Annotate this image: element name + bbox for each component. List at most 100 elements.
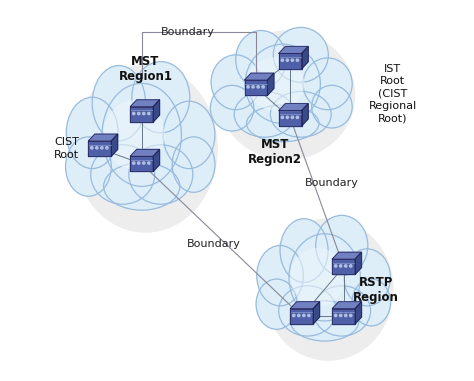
Circle shape [350, 314, 352, 317]
Ellipse shape [313, 286, 371, 336]
Circle shape [143, 162, 145, 164]
Polygon shape [291, 309, 313, 324]
Circle shape [133, 162, 135, 164]
Ellipse shape [291, 248, 345, 307]
Polygon shape [111, 134, 118, 156]
Polygon shape [130, 100, 160, 107]
Ellipse shape [129, 145, 193, 204]
Circle shape [286, 59, 289, 61]
Ellipse shape [257, 245, 303, 306]
Polygon shape [130, 107, 153, 122]
Polygon shape [279, 104, 308, 110]
Ellipse shape [218, 30, 356, 160]
Ellipse shape [344, 249, 391, 306]
Polygon shape [302, 46, 308, 69]
Ellipse shape [104, 100, 164, 170]
Ellipse shape [102, 83, 182, 186]
Ellipse shape [132, 62, 190, 133]
Circle shape [281, 116, 283, 118]
Ellipse shape [279, 286, 336, 336]
Circle shape [148, 162, 150, 164]
Circle shape [286, 116, 289, 118]
Ellipse shape [312, 85, 352, 128]
Text: IST
Root
(CIST
Regional
Root): IST Root (CIST Regional Root) [368, 64, 417, 123]
Circle shape [292, 314, 295, 317]
Ellipse shape [289, 234, 360, 321]
Ellipse shape [236, 30, 286, 88]
Circle shape [296, 116, 299, 118]
Circle shape [106, 147, 108, 149]
Polygon shape [355, 302, 362, 324]
Circle shape [335, 314, 337, 317]
Ellipse shape [263, 218, 393, 361]
Ellipse shape [91, 145, 155, 204]
Ellipse shape [352, 279, 391, 326]
Polygon shape [89, 141, 111, 156]
Circle shape [148, 112, 150, 115]
Circle shape [303, 314, 305, 317]
Polygon shape [153, 149, 160, 171]
Circle shape [296, 59, 299, 61]
Text: Boundary: Boundary [305, 178, 359, 188]
Ellipse shape [316, 215, 368, 276]
Circle shape [298, 314, 300, 317]
Ellipse shape [211, 55, 260, 110]
Polygon shape [245, 80, 267, 95]
Polygon shape [130, 156, 153, 171]
Text: Boundary: Boundary [187, 239, 241, 249]
Circle shape [339, 265, 342, 267]
Circle shape [252, 86, 254, 88]
Circle shape [101, 147, 103, 149]
Circle shape [281, 59, 283, 61]
Ellipse shape [246, 105, 319, 142]
Circle shape [91, 147, 93, 149]
Circle shape [137, 112, 140, 115]
Text: CIST
Root: CIST Root [54, 138, 79, 160]
Circle shape [262, 86, 264, 88]
Polygon shape [130, 149, 160, 156]
Circle shape [137, 162, 140, 164]
Circle shape [133, 112, 135, 115]
Polygon shape [245, 73, 274, 80]
Circle shape [339, 314, 342, 317]
Circle shape [291, 59, 293, 61]
Ellipse shape [291, 301, 359, 341]
Ellipse shape [273, 27, 328, 82]
Polygon shape [89, 134, 118, 141]
Polygon shape [291, 302, 319, 309]
Ellipse shape [73, 64, 218, 233]
Ellipse shape [256, 279, 297, 329]
Ellipse shape [245, 44, 320, 123]
Circle shape [308, 314, 310, 317]
Circle shape [345, 314, 347, 317]
Polygon shape [302, 104, 308, 126]
Ellipse shape [163, 101, 215, 168]
Ellipse shape [172, 137, 215, 192]
Polygon shape [279, 46, 308, 53]
Circle shape [143, 112, 145, 115]
Ellipse shape [246, 57, 304, 110]
Polygon shape [279, 110, 302, 126]
Ellipse shape [65, 137, 111, 196]
Circle shape [350, 265, 352, 267]
Polygon shape [355, 252, 362, 274]
Circle shape [96, 147, 98, 149]
Ellipse shape [280, 219, 328, 282]
Circle shape [291, 116, 293, 118]
Text: RSTP
Region: RSTP Region [353, 275, 399, 304]
Ellipse shape [303, 58, 352, 110]
Circle shape [257, 86, 259, 88]
Polygon shape [153, 100, 160, 122]
Ellipse shape [210, 85, 254, 131]
Ellipse shape [270, 91, 331, 137]
Circle shape [247, 86, 249, 88]
Ellipse shape [234, 91, 295, 137]
Ellipse shape [92, 66, 146, 141]
Circle shape [345, 265, 347, 267]
Text: MST
Region1: MST Region1 [118, 54, 173, 83]
Polygon shape [313, 302, 319, 324]
Ellipse shape [66, 97, 118, 168]
Ellipse shape [104, 163, 180, 210]
Polygon shape [332, 259, 355, 274]
Polygon shape [279, 53, 302, 69]
